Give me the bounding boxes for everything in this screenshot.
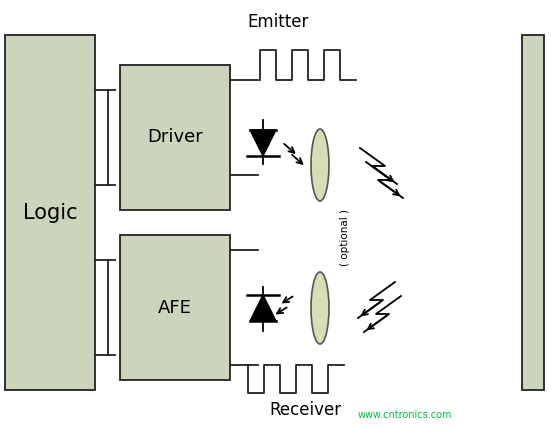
Ellipse shape	[311, 129, 329, 201]
Text: Driver: Driver	[147, 128, 203, 146]
Text: www.cntronics.com: www.cntronics.com	[358, 410, 452, 420]
Text: ( optional ): ( optional )	[340, 208, 350, 265]
Polygon shape	[250, 295, 276, 321]
Bar	[522, 35, 544, 390]
Bar	[5, 35, 95, 390]
Bar	[120, 235, 230, 380]
Text: Emitter: Emitter	[247, 13, 309, 31]
Text: Logic: Logic	[23, 203, 77, 223]
Text: AFE: AFE	[158, 299, 192, 317]
Polygon shape	[250, 130, 276, 156]
Ellipse shape	[311, 272, 329, 344]
Bar	[120, 65, 230, 210]
Text: Receiver: Receiver	[269, 401, 341, 419]
